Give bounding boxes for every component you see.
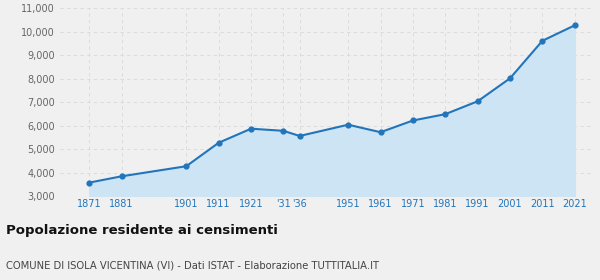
Point <box>376 130 385 134</box>
Text: Popolazione residente ai censimenti: Popolazione residente ai censimenti <box>6 224 278 237</box>
Point <box>408 118 418 123</box>
Point <box>570 23 580 27</box>
Point <box>181 164 191 169</box>
Point <box>246 127 256 131</box>
Point <box>505 76 515 81</box>
Point <box>343 122 353 127</box>
Point <box>85 180 94 185</box>
Point <box>278 129 288 133</box>
Point <box>214 141 223 145</box>
Point <box>473 99 482 104</box>
Point <box>295 134 304 138</box>
Point <box>440 112 450 116</box>
Point <box>117 174 127 179</box>
Text: COMUNE DI ISOLA VICENTINA (VI) - Dati ISTAT - Elaborazione TUTTITALIA.IT: COMUNE DI ISOLA VICENTINA (VI) - Dati IS… <box>6 260 379 270</box>
Point <box>538 39 547 43</box>
